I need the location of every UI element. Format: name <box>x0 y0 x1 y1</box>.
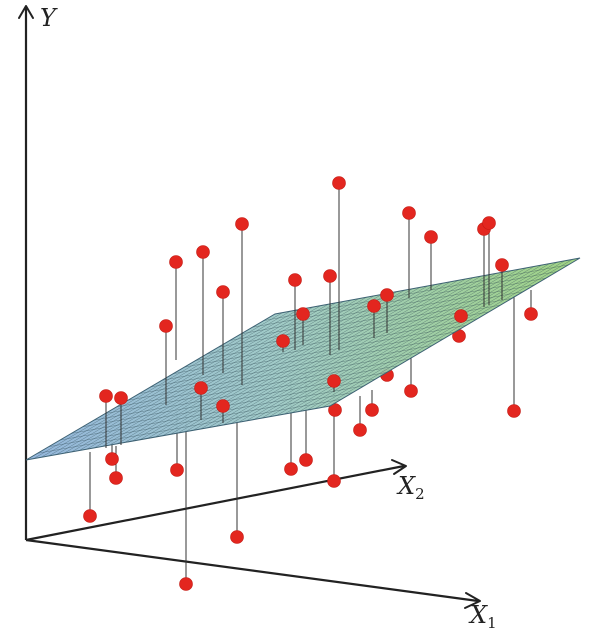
observation-point <box>404 384 418 398</box>
x2-axis-label: X2 <box>396 472 425 503</box>
observation-point <box>284 462 298 476</box>
observation-point <box>299 453 313 467</box>
mesh-line <box>184 311 490 368</box>
observation-point <box>323 269 337 283</box>
observation-point <box>424 230 438 244</box>
observation-point <box>235 217 249 231</box>
mesh-line <box>127 345 433 401</box>
observation-point <box>380 288 394 302</box>
regression-plane <box>25 257 581 461</box>
observation-point <box>170 463 184 477</box>
observation-point <box>169 255 183 269</box>
y-axis-arrow-icon <box>18 5 34 19</box>
mesh-line <box>207 298 512 355</box>
x1-axis-arrow-icon <box>464 592 481 609</box>
x2-axis-subscript: 2 <box>415 485 425 503</box>
observation-point <box>83 509 97 523</box>
x1-axis-label: X1 <box>468 601 497 632</box>
mesh-line <box>59 385 365 441</box>
mesh-line <box>173 318 478 374</box>
x1-axis-line <box>25 538 479 603</box>
observation-point <box>454 309 468 323</box>
plane-outline <box>25 257 581 461</box>
observation-point <box>114 391 128 405</box>
observation-point <box>296 307 310 321</box>
mesh-line <box>139 338 444 394</box>
observation-point <box>367 299 381 313</box>
observation-point <box>216 285 230 299</box>
observation-point <box>327 374 341 388</box>
y-axis-label: Y <box>40 4 58 32</box>
observation-point <box>332 176 346 190</box>
observation-point <box>196 245 210 259</box>
mesh-line <box>93 365 399 421</box>
x1-axis-subscript: 1 <box>487 614 497 632</box>
mesh-line <box>105 358 410 414</box>
observation-point <box>507 404 521 418</box>
mesh-line <box>241 277 546 335</box>
axes <box>18 5 481 609</box>
observation-point <box>194 381 208 395</box>
points-above-plane <box>99 176 509 448</box>
mesh-line <box>263 264 569 321</box>
mesh-line <box>195 304 501 361</box>
observation-point <box>109 471 123 485</box>
x2-axis-arrow-icon <box>391 459 407 475</box>
mesh-line <box>116 351 421 408</box>
observation-point <box>230 530 244 544</box>
observation-point <box>99 389 113 403</box>
x2-axis-line <box>25 464 405 542</box>
observation-point <box>495 258 509 272</box>
observation-point <box>365 403 379 417</box>
observation-point <box>353 423 367 437</box>
observation-point <box>159 319 173 333</box>
observation-point <box>276 334 290 348</box>
observation-point <box>288 273 302 287</box>
mesh-line <box>37 399 342 454</box>
observation-point <box>105 452 119 466</box>
observation-point <box>524 307 538 321</box>
mesh-line <box>218 291 524 348</box>
observation-point <box>402 206 416 220</box>
observation-point <box>327 474 341 488</box>
mesh-line <box>161 325 467 381</box>
observation-point <box>216 399 230 413</box>
mesh-line <box>150 331 456 388</box>
observation-point <box>179 577 193 591</box>
observation-point <box>482 216 496 230</box>
